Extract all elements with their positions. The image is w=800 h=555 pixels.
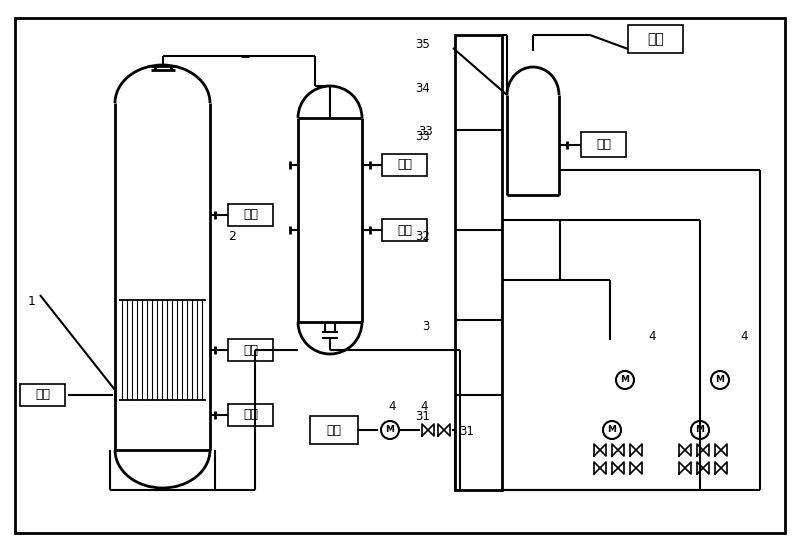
Text: 蔭汽: 蔭汽: [243, 209, 258, 221]
Bar: [382, 219, 427, 241]
Bar: [382, 154, 427, 176]
Text: 35: 35: [415, 38, 430, 51]
Text: 3: 3: [422, 320, 430, 333]
Bar: [228, 404, 273, 426]
Text: 4: 4: [388, 400, 395, 413]
Text: 33: 33: [418, 125, 433, 138]
Text: 4: 4: [648, 330, 655, 343]
Bar: [581, 132, 626, 157]
Text: 成品: 成品: [326, 423, 342, 436]
Text: 33: 33: [415, 130, 430, 143]
Bar: [455, 35, 502, 490]
Text: 31: 31: [459, 425, 474, 438]
Text: 32: 32: [415, 230, 430, 243]
Bar: [310, 416, 358, 444]
Text: 蔭汽: 蔭汽: [397, 159, 412, 171]
Text: 软水: 软水: [397, 224, 412, 236]
Text: M: M: [715, 376, 725, 385]
Text: 34: 34: [415, 82, 430, 95]
Text: 4: 4: [420, 400, 427, 413]
Text: M: M: [621, 376, 630, 385]
Text: 加水: 加水: [596, 138, 611, 151]
Bar: [228, 339, 273, 361]
Text: 加热: 加热: [243, 344, 258, 356]
Text: 尾锅: 尾锅: [647, 32, 664, 46]
Text: M: M: [695, 426, 705, 435]
Text: 空气: 空气: [243, 408, 258, 421]
Text: M: M: [607, 426, 617, 435]
Text: 1: 1: [28, 295, 36, 308]
Text: 甲醇: 甲醇: [35, 388, 50, 401]
Text: 2: 2: [228, 230, 236, 243]
Bar: [228, 204, 273, 226]
Bar: [628, 25, 683, 53]
Text: 31: 31: [415, 410, 430, 423]
Text: 4: 4: [740, 330, 747, 343]
Bar: [20, 384, 65, 406]
Text: M: M: [386, 426, 394, 435]
